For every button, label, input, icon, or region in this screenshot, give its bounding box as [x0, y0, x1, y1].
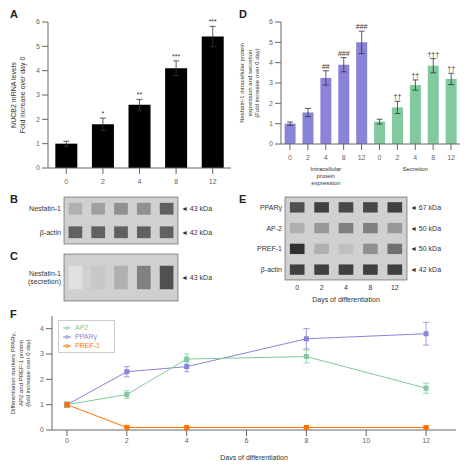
- html-text:A: A: [10, 8, 18, 20]
- svg-text:8: 8: [431, 154, 435, 161]
- svg-text:0: 0: [269, 140, 273, 147]
- svg-text:0: 0: [64, 178, 68, 185]
- svg-text:Days of differentiation: Days of differentiation: [220, 454, 288, 460]
- svg-text:###: ###: [356, 23, 368, 30]
- svg-text:0: 0: [295, 284, 299, 291]
- svg-text:Secretion: Secretion: [403, 166, 428, 172]
- svg-text:8: 8: [304, 437, 308, 444]
- svg-text:12: 12: [391, 284, 399, 291]
- svg-text:0: 0: [65, 437, 69, 444]
- svg-text:2: 2: [36, 116, 40, 123]
- html-text:F: F: [10, 308, 17, 320]
- svg-text:†††: †††: [427, 51, 439, 58]
- svg-text:PREF-1: PREF-1: [257, 245, 282, 252]
- svg-text:4: 4: [40, 325, 44, 332]
- svg-text:1: 1: [40, 401, 44, 408]
- svg-text:###: ###: [338, 50, 350, 57]
- svg-text:NUCB2 mRNA levelsFold increase: NUCB2 mRNA levelsFold increase over day …: [10, 57, 27, 134]
- svg-text:◄ 43 kDa: ◄ 43 kDa: [181, 205, 212, 212]
- svg-text:◄ 42 kDa: ◄ 42 kDa: [181, 229, 212, 236]
- svg-text:4: 4: [269, 59, 273, 66]
- svg-text:2: 2: [101, 178, 105, 185]
- html-text:PPARγ: PPARγ: [75, 333, 97, 341]
- svg-text:4: 4: [324, 154, 328, 161]
- svg-text:2: 2: [395, 154, 399, 161]
- svg-text:**: **: [137, 91, 143, 98]
- svg-text:3: 3: [269, 79, 273, 86]
- svg-text:5: 5: [269, 39, 273, 46]
- svg-text:β-actin: β-actin: [40, 229, 61, 237]
- svg-text:##: ##: [322, 63, 330, 70]
- svg-text:0: 0: [40, 426, 44, 433]
- html-text:D: D: [239, 8, 247, 20]
- svg-text:8: 8: [342, 154, 346, 161]
- svg-text:4: 4: [185, 437, 189, 444]
- svg-text:2: 2: [125, 437, 129, 444]
- svg-text:***: ***: [172, 53, 180, 60]
- svg-text:1: 1: [269, 120, 273, 127]
- svg-text:6: 6: [269, 18, 273, 25]
- svg-text:8: 8: [174, 178, 178, 185]
- svg-text:4: 4: [36, 67, 40, 74]
- svg-text:12: 12: [358, 154, 366, 161]
- svg-text:4: 4: [413, 154, 417, 161]
- svg-text:Nesfatin-1 intracellular prote: Nesfatin-1 intracellular proteinexpressi…: [239, 43, 260, 123]
- svg-text:0: 0: [377, 154, 381, 161]
- svg-text:*: *: [102, 110, 105, 117]
- svg-text:Differentiation markers PPARγ,: Differentiation markers PPARγ,AP2 and PR…: [10, 331, 31, 414]
- svg-text:6: 6: [245, 437, 249, 444]
- svg-text:◄ 50 kDa: ◄ 50 kDa: [410, 245, 441, 252]
- html-text:E: E: [239, 193, 247, 205]
- svg-text:Intracellularproteinexpression: Intracellularproteinexpression: [310, 166, 341, 186]
- svg-text:***: ***: [209, 18, 217, 25]
- svg-text:2: 2: [40, 376, 44, 383]
- svg-text:◄ 50 kDa: ◄ 50 kDa: [410, 225, 441, 232]
- svg-text:2: 2: [320, 284, 324, 291]
- svg-text:12: 12: [447, 154, 455, 161]
- svg-text:0: 0: [36, 164, 40, 171]
- svg-text:Nesfatin-1(secretion): Nesfatin-1(secretion): [28, 270, 61, 286]
- html-text:C: C: [10, 250, 18, 262]
- svg-text:12: 12: [209, 178, 217, 185]
- svg-text:◄ 43 kDa: ◄ 43 kDa: [181, 274, 212, 281]
- svg-text:◄ 67 kDa: ◄ 67 kDa: [410, 204, 441, 211]
- svg-text:5: 5: [36, 43, 40, 50]
- svg-text:2: 2: [269, 100, 273, 107]
- svg-text:††: ††: [447, 65, 455, 72]
- svg-text:3: 3: [36, 91, 40, 98]
- svg-text:Days of differentiation: Days of differentiation: [312, 296, 380, 304]
- svg-text:2: 2: [306, 154, 310, 161]
- svg-text:Nesfatin-1: Nesfatin-1: [29, 205, 61, 212]
- svg-text:PPARγ: PPARγ: [260, 204, 283, 212]
- html-text:PREF-1: PREF-1: [75, 342, 100, 350]
- svg-text:AP-2: AP-2: [266, 225, 282, 232]
- svg-text:††: ††: [411, 72, 419, 79]
- svg-text:1: 1: [36, 140, 40, 147]
- svg-text:10: 10: [362, 437, 370, 444]
- svg-text:††: ††: [394, 93, 402, 100]
- svg-text:◄ 42 kDa: ◄ 42 kDa: [410, 266, 441, 273]
- svg-text:8: 8: [368, 284, 372, 291]
- svg-text:3: 3: [40, 350, 44, 357]
- svg-text:0: 0: [288, 154, 292, 161]
- svg-text:β-actin: β-actin: [261, 266, 282, 274]
- svg-text:12: 12: [422, 437, 430, 444]
- svg-text:4: 4: [138, 178, 142, 185]
- html-text:B: B: [10, 193, 18, 205]
- svg-text:6: 6: [36, 18, 40, 25]
- svg-text:4: 4: [344, 284, 348, 291]
- html-text:AP2: AP2: [75, 324, 89, 331]
